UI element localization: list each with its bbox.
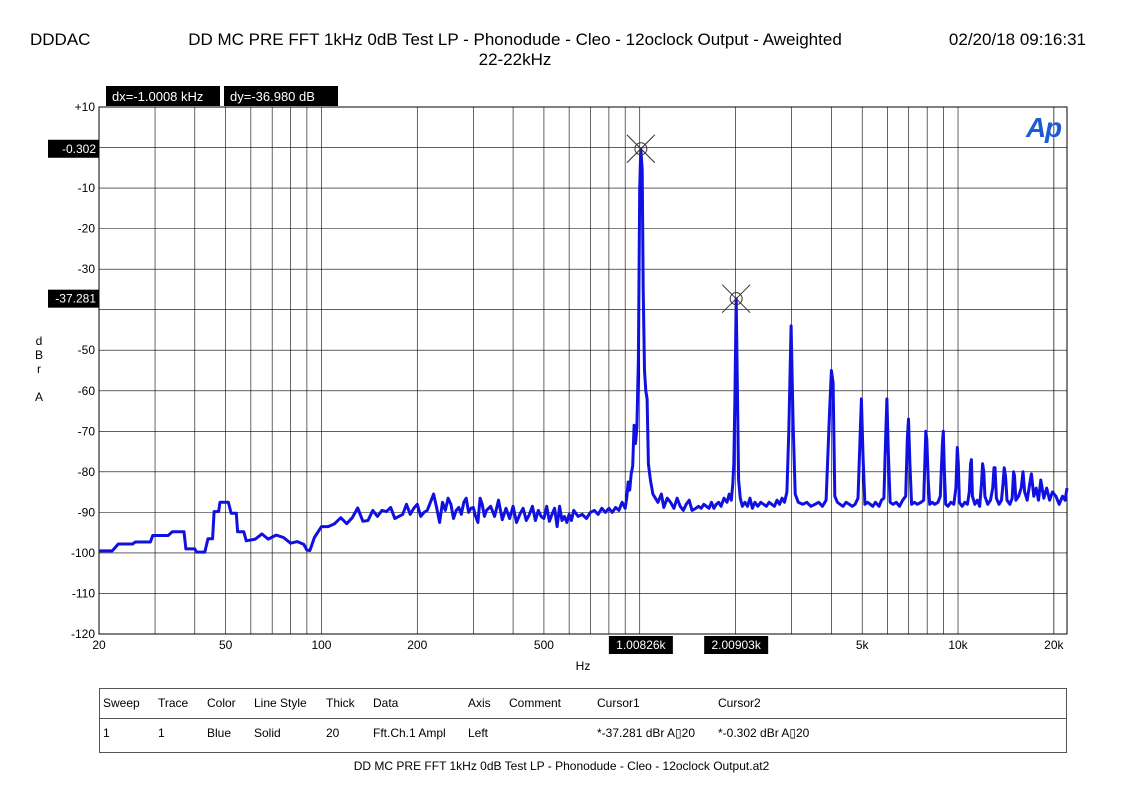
y-tick-label: -100 [71,546,95,560]
y-tick-label: -50 [78,343,96,357]
x-tick-label: 10k [948,638,968,652]
dy-readout: dy=-36.980 dB [224,86,338,106]
x-tick-label: 5k [856,638,870,652]
svg-text:dy=-36.980 dB: dy=-36.980 dB [230,89,315,104]
y-axis-label-char: B [35,348,43,362]
cursor-readouts: dx=-1.0008 kHz dy=-36.980 dB [106,86,338,106]
legend-header-comment: Comment [509,696,562,710]
legend-header-sweep: Sweep [103,696,140,710]
cursor-1-x-readout: 1.00826k [608,636,673,654]
x-tick-label: 500 [534,638,554,652]
legend-data-row: 1 1 Blue Solid 20 Fft.Ch.1 Ampl Left *-3… [100,718,1066,752]
y-axis-label-char: r [37,362,41,376]
cursor-1-y-readout: -0.302 [48,139,99,158]
legend-header-thick: Thick [326,696,355,710]
legend-cell-color: Blue [207,726,232,740]
svg-text:-0.302: -0.302 [62,142,96,156]
y-tick-labels: +10 -10 -20 -30 -50 -60 -70 -80 -90 -100 -110 -120 [71,100,95,641]
x-tick-label: 200 [407,638,427,652]
x-tick-label: 100 [311,638,331,652]
legend-cell-axis: Left [468,726,489,740]
chart-title-line1: DD MC PRE FFT 1kHz 0dB Test LP - Phonodu… [188,30,842,49]
footer-filename: DD MC PRE FFT 1kHz 0dB Test LP - Phonodu… [353,759,770,773]
x-tick-label: 50 [219,638,233,652]
fft-chart: A p +10-10-20-30-50-60-70-80-90-100-110-… [35,86,1069,673]
y-tick-label: +10 [75,100,96,114]
svg-text:2.00903k: 2.00903k [711,638,761,652]
y-tick-label: -120 [71,627,95,641]
chart-title-line2: 22-22kHz [478,50,552,69]
chart-title: DD MC PRE FFT 1kHz 0dB Test LP - Phonodu… [140,30,890,70]
legend-header-row: Sweep Trace Color Line Style Thick Data … [100,689,1066,719]
legend-cell-cursor1: *-37.281 dBr A▯20 [597,726,696,740]
cursor-markers: -0.302 1.00826k -37.281 2.00903k [48,134,769,654]
legend-cell-line-style: Solid [254,726,281,740]
y-tick-label: -20 [78,222,96,236]
x-tick-label: 20 [92,638,106,652]
legend-cell-data: Fft.Ch.1 Ampl [373,726,446,740]
header-datetime: 02/20/18 09:16:31 [948,30,1086,49]
cursor-2-marker[interactable] [721,284,751,314]
cursor-1-marker[interactable] [626,134,656,164]
x-tick-labels: 20 50 100 200 500 5k 10k 20k [92,638,1064,652]
legend-header-cursor1: Cursor1 [597,696,640,710]
legend-header-cursor2: Cursor2 [718,696,761,710]
x-axis-label: Hz [576,659,591,673]
legend-cell-trace: 1 [158,726,165,740]
header-left-label: DDDAC [30,30,91,49]
legend-header-axis: Axis [468,696,491,710]
legend-header-data: Data [373,696,399,710]
ap-logo: A p [1025,112,1062,143]
svg-text:A: A [1025,112,1046,143]
y-tick-label: -90 [78,505,96,519]
legend-cell-cursor2: *-0.302 dBr A▯20 [718,726,810,740]
cursor-2-x-readout: 2.00903k [704,636,769,654]
y-tick-label: -110 [72,586,95,600]
grid-layer [99,107,1067,634]
svg-text:dx=-1.0008 kHz: dx=-1.0008 kHz [112,89,203,104]
y-tick-label: -30 [78,262,96,276]
legend-header-trace: Trace [158,696,189,710]
legend-cell-thick: 20 [326,726,340,740]
y-tick-label: -70 [78,424,96,438]
y-axis-label-char: d [36,334,43,348]
series-line [99,147,1069,554]
y-tick-label: -10 [78,181,96,195]
svg-text:-37.281: -37.281 [55,292,96,306]
legend-header-line-style: Line Style [254,696,307,710]
dx-readout: dx=-1.0008 kHz [106,86,220,106]
x-tick-label: 20k [1044,638,1064,652]
plot-frame [98,106,1068,635]
legend-header-color: Color [207,696,236,710]
trace-legend-table: Sweep Trace Color Line Style Thick Data … [99,688,1067,753]
cursor-2-y-readout: -37.281 [48,289,99,308]
y-tick-label: -80 [78,465,96,479]
y-tick-label: -60 [78,384,96,398]
svg-text:1.00826k: 1.00826k [616,638,666,652]
legend-cell-sweep: 1 [103,726,110,740]
y-axis-label-char: A [35,390,43,404]
svg-text:p: p [1044,112,1062,143]
